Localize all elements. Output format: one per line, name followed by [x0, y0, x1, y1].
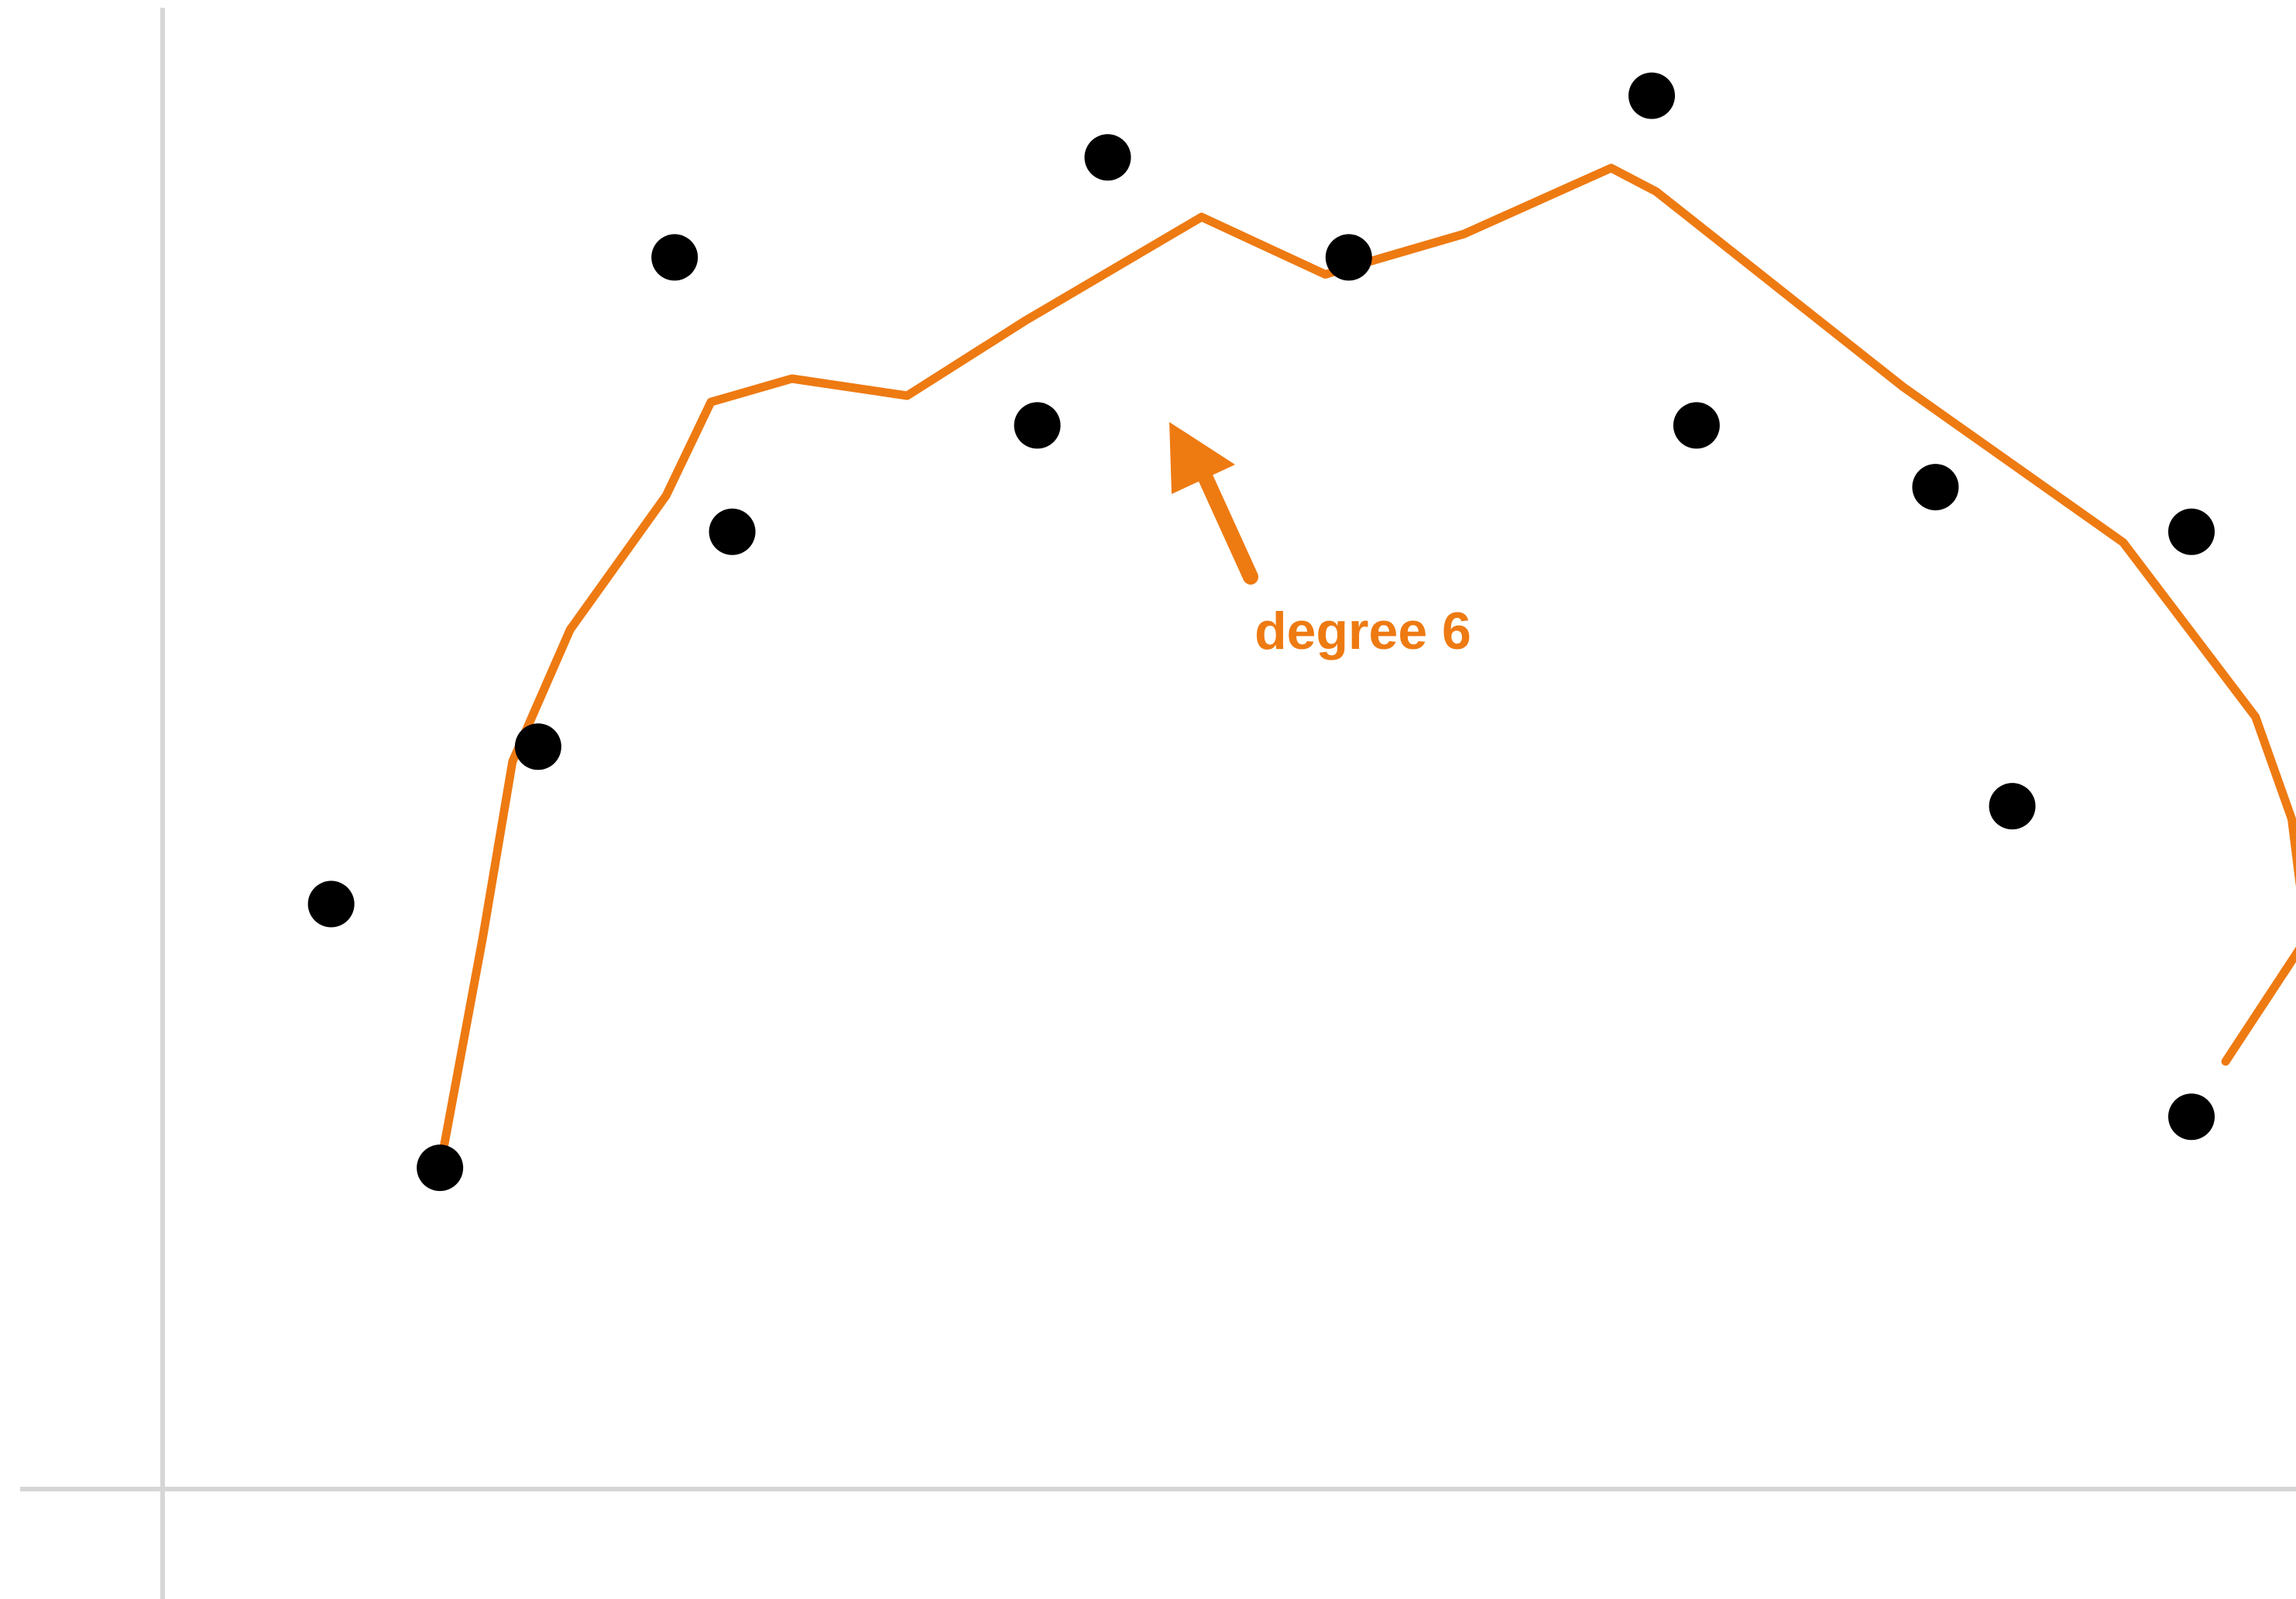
- point: [1989, 783, 2036, 830]
- point: [2168, 508, 2215, 555]
- point: [514, 723, 561, 770]
- point: [417, 1144, 464, 1192]
- point: [1912, 464, 1959, 511]
- point: [1325, 234, 1372, 281]
- point: [1014, 402, 1061, 449]
- point: [651, 234, 698, 281]
- point: [2168, 1093, 2215, 1141]
- point: [307, 880, 355, 928]
- fit-line: [435, 163, 2296, 1172]
- annotation: degree 6: [1254, 602, 1471, 661]
- plot-area: [307, 72, 2296, 1192]
- point: [1673, 402, 1720, 449]
- point: [1628, 72, 1675, 119]
- point: [709, 508, 756, 555]
- annotation-arrowhead: [1169, 422, 1235, 494]
- point: [1084, 134, 1131, 181]
